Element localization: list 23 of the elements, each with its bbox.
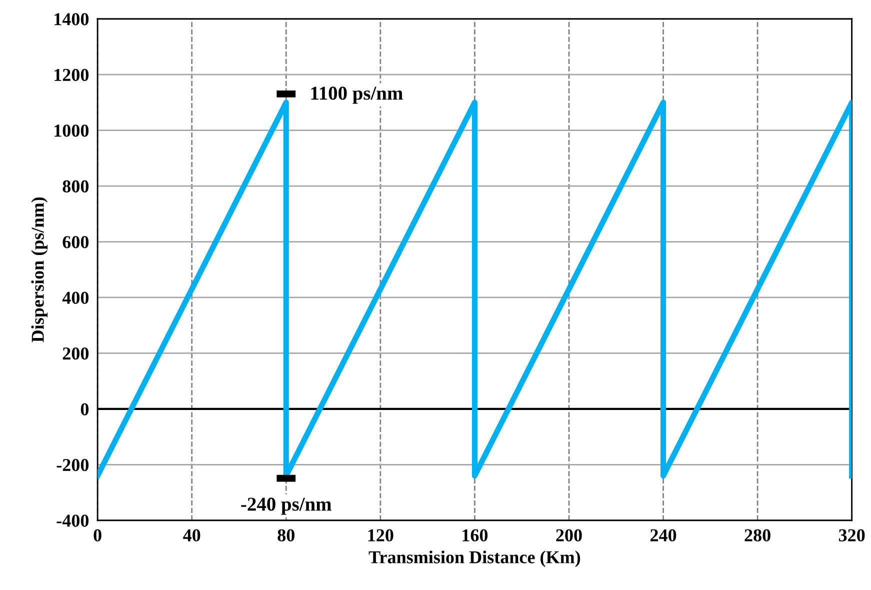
annotation: -240 ps/nm xyxy=(241,498,332,515)
y-tick-label: -400 xyxy=(56,514,89,527)
x-tick-label: 200 xyxy=(556,529,582,542)
y-tick-label: 1200 xyxy=(54,68,89,82)
x-tick-label: 160 xyxy=(462,529,488,542)
y-tick-label: 1000 xyxy=(54,124,89,137)
annotation: 1100 ps/nm xyxy=(311,86,403,104)
y-tick-label: 800 xyxy=(62,180,89,192)
y-tick-label: 200 xyxy=(62,347,89,360)
x-tick-label: 120 xyxy=(368,529,394,542)
y-tick-label: 0 xyxy=(80,403,89,416)
x-axis-title: Transmision Distance (Km) xyxy=(368,550,580,568)
x-tick-label: 40 xyxy=(183,529,200,542)
x-tick-label: 80 xyxy=(278,529,294,542)
x-tick-label: 0 xyxy=(94,529,102,542)
x-tick-label: 240 xyxy=(650,529,676,542)
y-tick-label: 1400 xyxy=(54,13,89,26)
y-tick-label: -200 xyxy=(56,458,89,472)
x-tick-label: 280 xyxy=(744,529,770,542)
y-axis-title: Dispersion (ps/nm) xyxy=(31,197,48,342)
y-tick-label: 600 xyxy=(62,236,89,248)
y-tick-label: 400 xyxy=(62,292,89,304)
x-tick-label: 320 xyxy=(838,529,865,542)
